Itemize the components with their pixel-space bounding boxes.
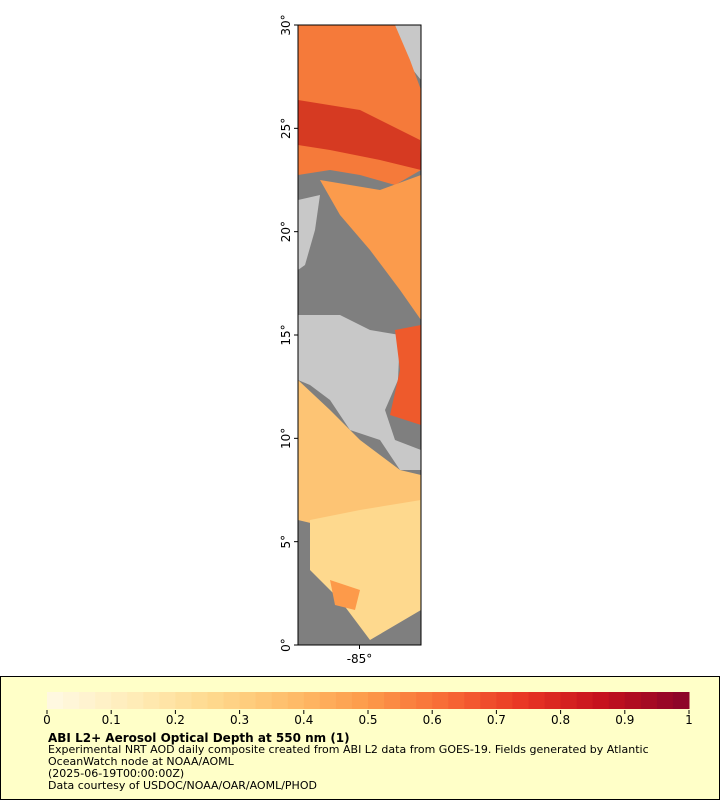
colorbar-segment [528,692,546,709]
colorbar-segment [95,692,112,709]
colorbar-segment [400,692,417,709]
colorbar-segment [159,692,176,709]
lat-tick-label: 20° [279,221,293,242]
colorbar-tick-label: 0.9 [615,713,634,727]
colorbar-segment [464,692,481,709]
caption-line: Experimental NRT AOD daily composite cre… [48,743,649,756]
colorbar-segment [303,692,321,709]
colorbar-segment [560,692,578,709]
colorbar-tick-label: 0.7 [487,713,506,727]
map-image [298,25,421,645]
colorbar-tick-label: 0.6 [423,713,442,727]
colorbar-segment [111,692,128,709]
colorbar-tick-label: 1 [685,713,693,727]
lat-tick-label: 10° [279,428,293,449]
colorbar-segment [368,692,385,709]
caption-title: ABI L2+ Aerosol Optical Depth at 550 nm … [48,731,350,745]
caption-line: Data courtesy of USDOC/NOAA/OAR/AOML/PHO… [48,779,317,792]
lat-tick-label: 15° [279,324,293,345]
colorbar-segment [480,692,497,709]
colorbar-tick-label: 0.3 [230,713,249,727]
colorbar-segment [624,692,642,709]
lat-tick-label: 5° [279,535,293,549]
colorbar-segment [79,692,96,709]
lat-tick-label: 25° [279,118,293,139]
colorbar-segment [416,692,433,709]
colorbar-segment [384,692,401,709]
colorbar-segment [287,692,305,709]
colorbar-segment [47,692,64,709]
colorbar-tick-label: 0.1 [102,713,121,727]
colorbar-segment [496,692,513,709]
colorbar-segment [448,692,465,709]
colorbar-segment [255,692,273,709]
lat-tick-label: 30° [279,14,293,35]
lon-tick-label: -85° [347,652,373,666]
colorbar-segment [544,692,562,709]
lat-tick-label: 0° [279,638,293,652]
colorbar-segment [63,692,80,709]
colorbar-tick-label: 0.5 [358,713,377,727]
caption-line: (2025-06-19T00:00:00Z) [48,767,184,780]
colorbar-segment [271,692,289,709]
colorbar-tick-label: 0 [43,713,51,727]
colorbar-segment [335,692,353,709]
colorbar-segment [576,692,594,709]
colorbar-segment [207,692,225,709]
colorbar-segment [592,692,610,709]
colorbar-segment [127,692,144,709]
colorbar-segment [319,692,337,709]
colorbar-segment [640,692,658,709]
colorbar-tick-label: 0.2 [166,713,185,727]
colorbar-segment [143,692,160,709]
colorbar-segment [239,692,257,709]
colorbar-segment [656,692,674,709]
colorbar-tick-label: 0.4 [294,713,313,727]
caption-line: OceanWatch node at NOAA/AOML [48,755,235,768]
colorbar-segment [175,692,192,709]
colorbar-segment [351,692,369,709]
colorbar-segment [672,692,690,709]
colorbar-segment [432,692,449,709]
colorbar-segment [191,692,208,709]
colorbar-segment [512,692,529,709]
colorbar-segment [608,692,626,709]
colorbar-segment [223,692,241,709]
colorbar-tick-label: 0.8 [551,713,570,727]
